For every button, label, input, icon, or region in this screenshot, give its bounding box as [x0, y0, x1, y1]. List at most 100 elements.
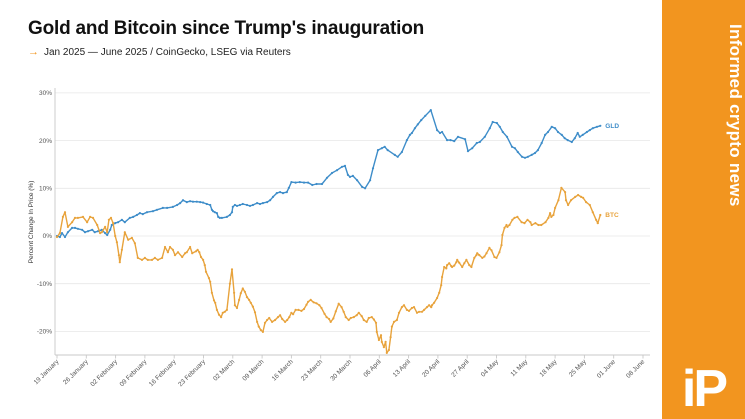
data-point-marker	[595, 125, 599, 128]
arrow-icon: →	[28, 45, 39, 58]
x-tick-label: 20 April	[421, 358, 442, 379]
data-point-marker	[81, 228, 84, 231]
data-point-marker	[540, 141, 543, 145]
data-point-marker	[488, 246, 491, 249]
data-point-marker	[374, 321, 378, 324]
data-point-marker	[198, 251, 201, 254]
data-point-marker	[573, 137, 576, 140]
data-point-marker	[461, 265, 464, 269]
data-point-marker	[297, 308, 300, 311]
y-tick-label: -20%	[37, 329, 52, 336]
data-point-marker	[560, 133, 563, 136]
data-point-marker	[529, 221, 532, 224]
data-point-marker	[540, 223, 543, 227]
data-point-marker	[256, 320, 259, 323]
data-point-marker	[93, 231, 96, 234]
data-point-marker	[349, 316, 352, 320]
data-point-marker	[315, 302, 318, 305]
data-point-marker	[577, 193, 580, 197]
data-point-marker	[81, 215, 85, 218]
data-point-marker	[471, 147, 474, 150]
x-tick-label: 11 May	[510, 358, 530, 378]
data-point-marker	[117, 254, 120, 257]
data-point-marker	[546, 130, 550, 134]
data-point-marker	[526, 218, 529, 221]
x-tick-label: 30 March	[329, 358, 353, 382]
data-point-marker	[475, 141, 478, 145]
data-point-marker	[287, 186, 290, 189]
data-point-marker	[123, 221, 126, 224]
series-line-BTC	[56, 187, 601, 354]
data-point-marker	[215, 212, 218, 215]
data-point-marker	[184, 252, 187, 255]
data-point-marker	[396, 155, 399, 158]
brand-tagline: Informed crypto news	[726, 24, 745, 207]
data-point-marker	[279, 191, 282, 194]
data-point-marker	[340, 306, 343, 309]
data-point-marker	[506, 225, 509, 228]
data-point-marker	[510, 145, 514, 148]
data-point-marker	[71, 221, 74, 224]
data-point-marker	[238, 298, 241, 301]
data-point-marker	[76, 227, 79, 230]
data-point-marker	[279, 314, 282, 317]
data-point-marker	[220, 216, 223, 219]
data-point-marker	[284, 320, 287, 323]
data-point-marker	[312, 301, 315, 304]
data-point-marker	[346, 173, 349, 176]
chart-header: Gold and Bitcoin since Trump's inaugurat…	[28, 18, 628, 58]
x-tick-label: 02 February	[89, 358, 119, 388]
data-point-marker	[294, 308, 297, 311]
data-point-marker	[245, 203, 249, 207]
data-point-marker	[204, 270, 208, 273]
data-point-marker	[61, 215, 64, 218]
series-end-label-BTC: BTC	[605, 212, 619, 219]
data-point-marker	[449, 139, 452, 142]
data-point-marker	[191, 200, 195, 203]
data-point-marker	[251, 305, 254, 308]
data-point-marker	[320, 306, 323, 310]
data-point-marker	[143, 256, 146, 259]
data-point-marker	[441, 275, 444, 279]
data-point-marker	[355, 314, 358, 317]
data-point-marker	[96, 223, 99, 227]
data-point-marker	[248, 204, 252, 207]
data-point-marker	[428, 304, 431, 307]
data-point-marker	[420, 310, 424, 313]
data-point-marker	[595, 218, 598, 221]
data-point-marker	[513, 147, 517, 150]
data-point-marker	[213, 211, 216, 214]
data-point-marker	[249, 301, 252, 304]
data-point-marker	[305, 303, 308, 306]
data-point-marker	[221, 311, 224, 314]
data-point-marker	[549, 212, 552, 215]
data-point-marker	[109, 216, 113, 219]
data-point-marker	[259, 328, 262, 332]
x-tick-label: 23 February	[177, 358, 207, 388]
data-point-marker	[223, 310, 226, 313]
data-point-marker	[356, 179, 359, 182]
data-point-marker	[585, 201, 588, 204]
x-tick-label: 09 February	[119, 358, 149, 388]
data-point-marker	[544, 221, 547, 224]
data-point-marker	[191, 252, 194, 255]
data-point-marker	[63, 211, 67, 214]
data-point-marker	[369, 179, 372, 182]
data-point-marker	[173, 254, 177, 257]
y-tick-label: 30%	[39, 90, 52, 97]
data-point-marker	[153, 256, 156, 259]
data-point-marker	[523, 156, 527, 159]
brand-sidebar: Informed crypto news iP	[662, 0, 745, 419]
brand-logo: iP	[681, 360, 728, 418]
data-point-marker	[438, 291, 441, 294]
data-point-marker	[564, 199, 568, 202]
data-point-marker	[73, 226, 77, 229]
data-point-marker	[166, 206, 169, 209]
data-point-marker	[290, 181, 293, 184]
data-point-marker	[168, 245, 172, 249]
data-point-marker	[199, 201, 202, 204]
data-point-marker	[132, 215, 135, 218]
data-point-marker	[171, 248, 174, 251]
data-point-marker	[567, 203, 570, 207]
data-point-marker	[110, 223, 113, 227]
